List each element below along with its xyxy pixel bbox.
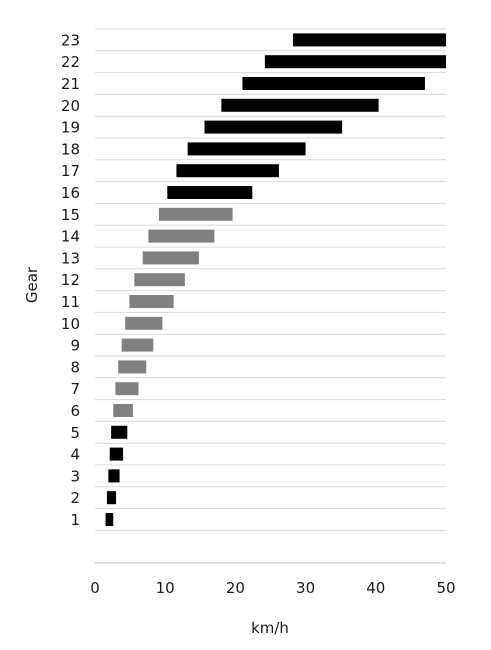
y-tick-label: 2 bbox=[70, 489, 80, 507]
bar-gear-17 bbox=[176, 164, 279, 178]
bar-gear-23 bbox=[292, 33, 446, 47]
bar-gear-3 bbox=[108, 469, 120, 483]
y-tick-label: 5 bbox=[70, 424, 80, 442]
bar-gear-12 bbox=[134, 273, 185, 287]
y-axis-title: Gear bbox=[23, 266, 41, 303]
y-tick-label: 12 bbox=[61, 271, 80, 289]
bar-gear-15 bbox=[158, 207, 233, 221]
y-tick-label: 16 bbox=[61, 184, 80, 202]
grid-lines bbox=[95, 28, 446, 531]
y-tick-label: 8 bbox=[70, 358, 80, 376]
y-tick-label: 13 bbox=[61, 249, 80, 267]
y-tick-label: 7 bbox=[70, 380, 80, 398]
bar-gear-7 bbox=[115, 382, 139, 396]
bar-gear-14 bbox=[148, 229, 215, 243]
bar-gear-5 bbox=[111, 425, 128, 439]
y-tick-label: 17 bbox=[61, 162, 80, 180]
x-tick-label: 20 bbox=[226, 579, 245, 597]
y-tick-label: 14 bbox=[61, 228, 80, 246]
x-tick-labels: 0 10 20 30 40 50 bbox=[90, 579, 455, 597]
bar-gear-22 bbox=[264, 55, 446, 69]
bar-gear-18 bbox=[187, 142, 306, 156]
bar-gear-19 bbox=[204, 120, 343, 134]
bar-gear-4 bbox=[109, 447, 124, 461]
y-tick-label: 22 bbox=[61, 53, 80, 71]
bar-gear-10 bbox=[125, 316, 163, 330]
y-tick-label: 1 bbox=[70, 511, 80, 529]
y-tick-label: 3 bbox=[70, 467, 80, 485]
y-tick-label: 21 bbox=[61, 75, 80, 93]
bar-gear-13 bbox=[142, 251, 199, 265]
x-tick-label: 50 bbox=[436, 579, 455, 597]
bar-gear-20 bbox=[221, 98, 379, 112]
x-tick-label: 30 bbox=[296, 579, 315, 597]
bar-gear-9 bbox=[121, 338, 154, 352]
y-tick-label: 11 bbox=[61, 293, 80, 311]
y-tick-label: 6 bbox=[70, 402, 80, 420]
x-tick-label: 40 bbox=[366, 579, 385, 597]
y-tick-label: 23 bbox=[61, 31, 80, 49]
x-tick-label: 10 bbox=[156, 579, 175, 597]
x-tick-label: 0 bbox=[90, 579, 100, 597]
bar-gear-21 bbox=[242, 77, 425, 90]
y-tick-label: 10 bbox=[61, 315, 80, 333]
bar-gear-1 bbox=[105, 513, 114, 526]
y-tick-label: 15 bbox=[61, 206, 80, 224]
y-tick-label: 4 bbox=[70, 446, 80, 464]
bar-gear-16 bbox=[167, 186, 253, 199]
bar-gear-2 bbox=[106, 491, 117, 505]
bar-gear-11 bbox=[129, 295, 174, 308]
x-axis-title: km/h bbox=[251, 619, 289, 637]
y-tick-label: 18 bbox=[61, 140, 80, 158]
bar-gear-8 bbox=[118, 360, 147, 374]
bar-gear-6 bbox=[113, 404, 133, 417]
y-tick-label: 20 bbox=[61, 97, 80, 115]
y-tick-label: 19 bbox=[61, 119, 80, 137]
y-tick-label: 9 bbox=[70, 337, 80, 355]
bar-series bbox=[105, 33, 446, 526]
